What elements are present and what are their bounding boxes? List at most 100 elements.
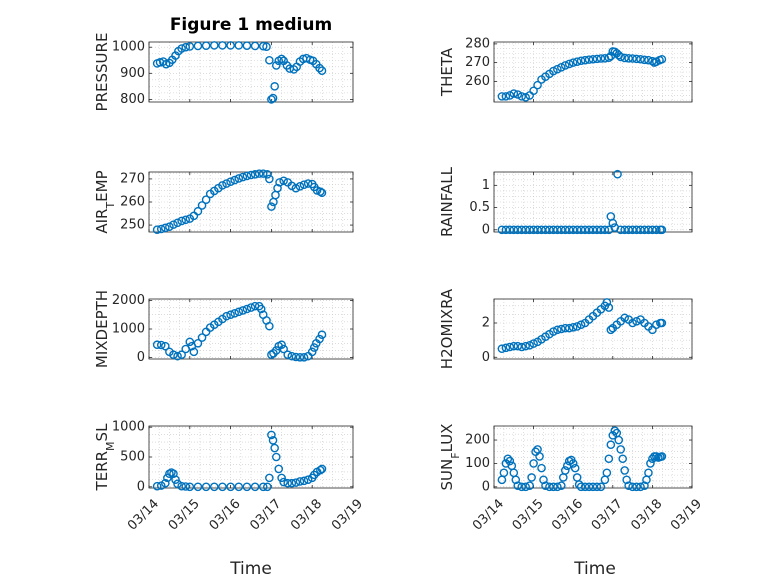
chart-rainfall-point <box>648 225 657 235</box>
chart-h2omixra-point <box>549 327 558 336</box>
chart-air-temp-point <box>181 215 191 225</box>
chart-mixdepth-point <box>309 343 319 352</box>
chart-terr-msl-point <box>193 482 203 492</box>
chart-pressure-point <box>258 41 268 51</box>
chart-theta-point <box>592 54 602 64</box>
chart-theta-point <box>584 55 594 64</box>
chart-mixdepth-ytick-label: 0 <box>137 350 145 365</box>
chart-pressure-point <box>234 41 244 50</box>
chart-sun-flux-point <box>549 482 558 492</box>
chart-air-temp-ylabel-main: AIR <box>93 209 111 234</box>
chart-terr-msl-point <box>209 482 219 492</box>
chart-pressure-point <box>218 41 227 50</box>
chart-theta-point <box>576 56 586 66</box>
chart-rainfall-point <box>640 225 649 235</box>
chart-sun-flux-ylabel-main: SUN <box>438 459 456 491</box>
chart-rainfall-ytick-label: 0.5 <box>469 200 490 215</box>
chart-terr-msl-point <box>258 482 268 492</box>
chart-air-temp-point <box>316 187 325 196</box>
chart-theta-point <box>497 92 507 101</box>
chart-rainfall-point <box>592 225 602 235</box>
chart-theta-point <box>517 92 527 101</box>
chart-air-temp-point <box>273 183 282 193</box>
chart-terr-msl-point <box>226 482 235 492</box>
chart-theta-point <box>604 53 614 63</box>
chart-air-temp-point <box>156 224 166 234</box>
chart-theta-point <box>549 66 558 76</box>
chart-h2omixra-point <box>657 318 667 328</box>
chart-air-temp-ytick-label: 250 <box>120 218 145 233</box>
chart-terr-msl-point <box>287 478 297 488</box>
chart-terr-msl-ytick-label: 500 <box>120 450 145 465</box>
chart-rainfall-point <box>632 225 641 235</box>
chart-sun-flux-point <box>535 452 544 461</box>
chart-air-temp-point <box>165 222 174 231</box>
chart-terr-msl-point <box>218 482 227 492</box>
chart-air-temp-point <box>265 174 274 184</box>
chart-air-temp-point <box>279 176 288 186</box>
chart-sun-flux-point <box>606 440 616 450</box>
chart-pressure-point <box>270 82 279 91</box>
chart-air-temp-point <box>230 175 239 185</box>
chart-sun-flux-point <box>553 482 562 492</box>
chart-rainfall-point <box>636 225 645 235</box>
chart-rainfall-axes-box <box>493 171 693 233</box>
chart-h2omixra-ylabel-main: H2OMIXRA <box>438 288 456 369</box>
chart-rainfall-point <box>537 225 546 235</box>
chart-mixdepth-point <box>283 350 293 360</box>
chart-h2omixra-axes: 0 2 H2OMIXRA <box>438 288 693 369</box>
chart-mixdepth-point <box>161 341 170 351</box>
chart-h2omixra-point <box>652 320 661 330</box>
chart-rainfall-point <box>501 225 511 235</box>
chart-pressure-axes-box <box>148 41 354 103</box>
chart-mixdepth-point <box>222 311 231 321</box>
chart-theta-point <box>596 54 606 63</box>
chart-rainfall-point <box>533 225 542 235</box>
chart-rainfall-point <box>644 225 653 235</box>
chart-rainfall-ytick-label: 1 <box>482 178 490 193</box>
chart-terr-msl-point <box>152 481 162 491</box>
chart-sun-flux-point <box>568 459 578 468</box>
chart-air-temp-point <box>197 201 207 210</box>
chart-theta-point <box>636 54 645 64</box>
chart-pressure-point <box>317 66 327 75</box>
figure-title: Figure 1 medium <box>170 15 332 35</box>
chart-air-temp-point <box>267 202 276 211</box>
chart-rainfall-point <box>616 225 626 235</box>
chart-sun-flux-point <box>541 481 550 490</box>
chart-air-temp-point <box>226 177 235 186</box>
chart-air-temp-point <box>246 170 256 180</box>
chart-theta-point <box>553 64 562 74</box>
chart-rainfall-ylabel-main: RAINFALL <box>438 166 456 237</box>
chart-theta-ytick-label: 280 <box>465 36 490 51</box>
chart-mixdepth-ylabel-main: MIXDEPTH <box>93 290 111 368</box>
chart-sun-flux-point <box>570 463 580 473</box>
chart-terr-msl-ylabel: TERRMSL <box>93 423 117 492</box>
chart-terr-msl-ylabel-main: TERR <box>93 451 111 492</box>
chart-h2omixra-point <box>602 298 612 307</box>
chart-rainfall-point <box>505 225 515 235</box>
chart-rainfall-point <box>497 225 507 235</box>
chart-air-temp-point <box>177 216 186 226</box>
chart-theta-point <box>580 55 590 65</box>
chart-theta-point <box>501 92 511 101</box>
chart-h2omixra-ylabel: H2OMIXRA <box>438 288 456 369</box>
chart-terr-msl-point <box>267 430 276 440</box>
chart-terr-msl-ytick-label: 0 <box>137 479 145 494</box>
chart-terr-msl-point <box>250 482 260 492</box>
chart-pressure-point <box>185 42 195 51</box>
chart-terr-msl-point <box>265 473 274 483</box>
chart-h2omixra-point <box>509 341 519 351</box>
chart-air-temp-ytick-label: 270 <box>120 171 145 186</box>
chart-terr-msl-point <box>299 476 309 486</box>
chart-mixdepth-point <box>152 340 162 350</box>
chart-sun-flux-point <box>657 452 667 461</box>
chart-mixdepth-point <box>295 352 305 362</box>
chart-air-temp-point <box>263 170 272 179</box>
chart-terr-msl-point <box>163 473 172 483</box>
chart-h2omixra-point <box>501 343 511 353</box>
chart-sun-flux-point <box>513 481 523 490</box>
chart-sun-flux-point <box>632 482 641 492</box>
x-axis-label-right: Time <box>573 559 616 579</box>
